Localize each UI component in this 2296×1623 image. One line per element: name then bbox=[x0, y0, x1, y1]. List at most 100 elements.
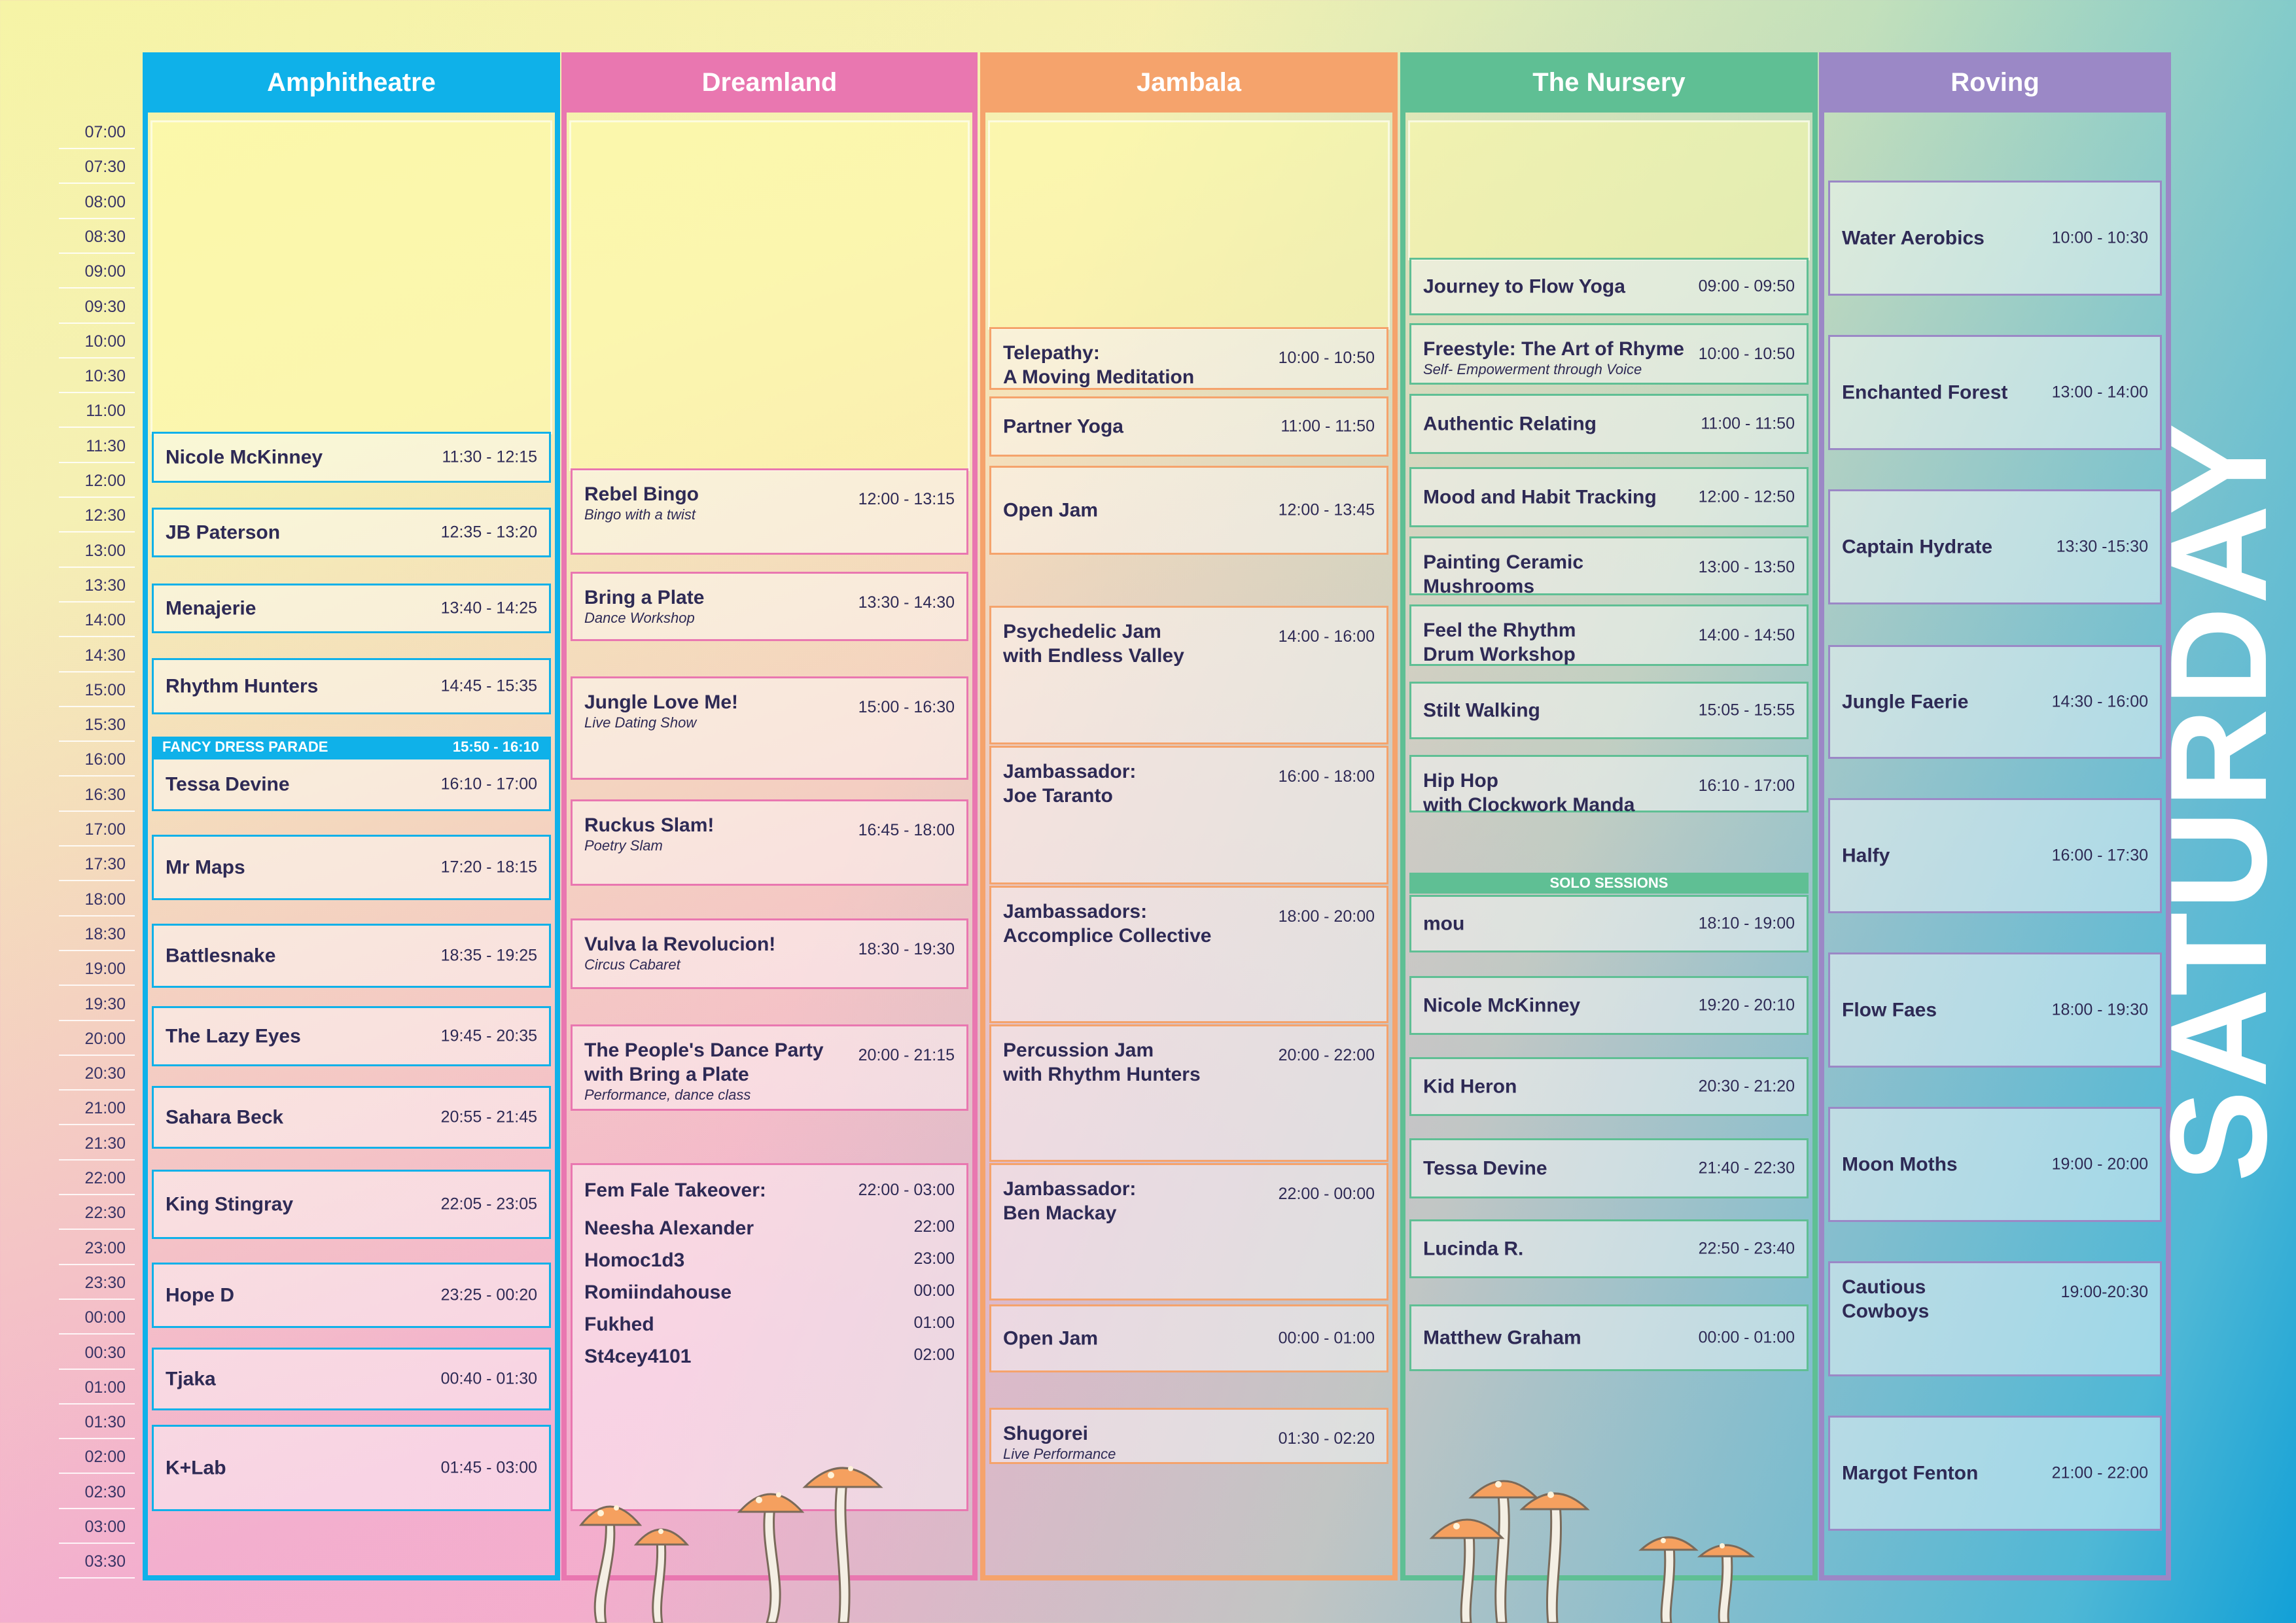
event-slot[interactable]: Mood and Habit Tracking 12:00 - 12:50 bbox=[1409, 467, 1809, 527]
event-slot[interactable]: Jambassador: Ben Mackay 22:00 - 00:00 bbox=[989, 1163, 1388, 1300]
event-title: Tessa Devine bbox=[1423, 1157, 1547, 1181]
event-title-text: Menajerie bbox=[166, 597, 256, 620]
event-time: 16:10 - 17:00 bbox=[1698, 777, 1795, 795]
event-subtitle: Live Performance bbox=[1003, 1446, 1116, 1462]
time-label: 13:00 bbox=[59, 534, 135, 568]
event-slot[interactable]: Telepathy: A Moving Meditation 10:00 - 10:… bbox=[989, 327, 1388, 390]
event-slot[interactable]: Shugorei Live Performance 01:30 - 02:20 bbox=[989, 1408, 1388, 1464]
event-slot[interactable]: Ruckus Slam! Poetry Slam 16:45 - 18:00 bbox=[571, 799, 968, 886]
fem-fale-takeover-block[interactable]: Fem Fale Takeover: 22:00 - 03:00 Neesha Al… bbox=[571, 1163, 968, 1511]
event-time: 22:05 - 23:05 bbox=[440, 1195, 537, 1213]
event-slot[interactable]: King Stingray 22:05 - 23:05 bbox=[152, 1170, 551, 1239]
event-slot[interactable]: Hip Hop with Clockwork Manda 16:10 - 17:00 bbox=[1409, 755, 1809, 816]
venue-header-amphitheatre[interactable]: Amphitheatre bbox=[143, 52, 560, 113]
event-slot[interactable]: Battlesnake 18:35 - 19:25 bbox=[152, 924, 551, 988]
event-slot[interactable]: Jungle Love Me! Live Dating Show 15:00 - 1… bbox=[571, 676, 968, 780]
event-slot[interactable]: Mr Maps 17:20 - 18:15 bbox=[152, 835, 551, 900]
event-title-line2: Drum Workshop bbox=[1423, 644, 1576, 665]
event-slot[interactable]: The Lazy Eyes 19:45 - 20:35 bbox=[152, 1006, 551, 1066]
event-slot[interactable]: Open Jam 12:00 - 13:45 bbox=[989, 466, 1388, 555]
event-slot[interactable]: Feel the Rhythm Drum Workshop 14:00 - 14:5… bbox=[1409, 604, 1809, 666]
takeover-act-row[interactable]: Fukhed 01:00 bbox=[584, 1314, 955, 1346]
event-slot[interactable]: Tessa Devine 16:10 - 17:00 bbox=[152, 758, 551, 811]
venue-header-jambala[interactable]: Jambala bbox=[980, 52, 1398, 113]
event-slot[interactable]: JB Paterson 12:35 - 13:20 bbox=[152, 508, 551, 557]
event-title-text: Freestyle: The Art of Rhyme bbox=[1423, 338, 1684, 360]
event-title-text: Hip Hop bbox=[1423, 770, 1498, 792]
event-slot[interactable]: Percussion Jam with Rhythm Hunters 20:00 -… bbox=[989, 1024, 1388, 1162]
act-name: Neesha Alexander bbox=[584, 1217, 754, 1239]
event-title-text: Tessa Devine bbox=[1423, 1157, 1547, 1179]
event-title: Hip Hop with Clockwork Manda bbox=[1423, 769, 1634, 817]
event-slot[interactable]: Margot Fenton 21:00 - 22:00 bbox=[1828, 1416, 2162, 1531]
event-slot[interactable]: Cautious Cowboys 19:00-20:30 bbox=[1828, 1261, 2162, 1376]
time-label: 03:30 bbox=[59, 1544, 135, 1579]
event-title-text: Hope D bbox=[166, 1284, 234, 1306]
event-slot[interactable]: The People's Dance Party with Bring a Pl… bbox=[571, 1024, 968, 1111]
event-slot[interactable]: Hope D 23:25 - 00:20 bbox=[152, 1263, 551, 1328]
event-slot[interactable]: Nicole McKinney 11:30 - 12:15 bbox=[152, 432, 551, 483]
venue-header-roving[interactable]: Roving bbox=[1819, 52, 2171, 113]
event-slot[interactable]: Freestyle: The Art of Rhyme Self- Empower… bbox=[1409, 323, 1809, 385]
event-time: 09:00 - 09:50 bbox=[1698, 277, 1795, 296]
event-title: Shugorei Live Performance bbox=[1003, 1422, 1116, 1463]
event-slot[interactable]: Tjaka 00:40 - 01:30 bbox=[152, 1348, 551, 1410]
event-title: Journey to Flow Yoga bbox=[1423, 275, 1625, 299]
event-slot[interactable]: Jungle Faerie 14:30 - 16:00 bbox=[1828, 645, 2162, 759]
event-slot[interactable]: Painting Ceramic Mushrooms 13:00 - 13:50 bbox=[1409, 536, 1809, 597]
event-slot[interactable]: Stilt Walking 15:05 - 15:55 bbox=[1409, 682, 1809, 739]
event-time: 18:00 - 19:30 bbox=[2051, 1000, 2148, 1019]
event-slot[interactable]: Open Jam 00:00 - 01:00 bbox=[989, 1304, 1388, 1372]
event-title: Flow Faes bbox=[1842, 998, 1937, 1022]
event-slot[interactable]: Nicole McKinney 19:20 - 20:10 bbox=[1409, 976, 1809, 1035]
takeover-act-row[interactable]: Romiindahouse 00:00 bbox=[584, 1282, 955, 1314]
event-slot[interactable]: Flow Faes 18:00 - 19:30 bbox=[1828, 952, 2162, 1068]
event-slot[interactable]: Matthew Graham 00:00 - 01:00 bbox=[1409, 1304, 1809, 1371]
venue-header-dreamland[interactable]: Dreamland bbox=[561, 52, 978, 113]
event-title-text: Rhythm Hunters bbox=[166, 675, 319, 697]
event-slot[interactable]: Rebel Bingo Bingo with a twist 12:00 - 13:… bbox=[571, 468, 968, 555]
empty-block bbox=[569, 120, 970, 471]
event-slot[interactable]: Captain Hydrate 13:30 -15:30 bbox=[1828, 489, 2162, 604]
venue-header-nursery[interactable]: The Nursery bbox=[1400, 52, 1818, 113]
event-title: King Stingray bbox=[166, 1193, 293, 1217]
event-slot[interactable]: Journey to Flow Yoga 09:00 - 09:50 bbox=[1409, 258, 1809, 315]
takeover-act-row[interactable]: Neesha Alexander 22:00 bbox=[584, 1217, 955, 1249]
time-label: 22:30 bbox=[59, 1196, 135, 1230]
event-slot[interactable]: Menajerie 13:40 - 14:25 bbox=[152, 584, 551, 633]
event-slot[interactable]: Tessa Devine 21:40 - 22:30 bbox=[1409, 1138, 1809, 1198]
event-slot[interactable]: Jambassadors: Accomplice Collective 18:00 … bbox=[989, 886, 1388, 1023]
event-time: 21:00 - 22:00 bbox=[2051, 1463, 2148, 1482]
event-title: Lucinda R. bbox=[1423, 1237, 1523, 1261]
event-slot[interactable]: Enchanted Forest 13:00 - 14:00 bbox=[1828, 335, 2162, 450]
event-title-text: Ruckus Slam! bbox=[584, 814, 715, 836]
event-slot[interactable]: Moon Moths 19:00 - 20:00 bbox=[1828, 1107, 2162, 1222]
event-title-line2: Accomplice Collective bbox=[1003, 925, 1212, 947]
event-slot[interactable]: Sahara Beck 20:55 - 21:45 bbox=[152, 1086, 551, 1149]
event-subtitle: Circus Cabaret bbox=[584, 956, 680, 973]
event-slot[interactable]: Vulva la Revolucion! Circus Cabaret 18:30 … bbox=[571, 918, 968, 989]
event-title: Partner Yoga bbox=[1003, 415, 1123, 439]
event-time: 17:20 - 18:15 bbox=[440, 858, 537, 877]
event-slot[interactable]: Bring a Plate Dance Workshop 13:30 - 14:30 bbox=[571, 572, 968, 641]
takeover-act-row[interactable]: St4cey4101 02:00 bbox=[584, 1346, 955, 1378]
event-title-text: Matthew Graham bbox=[1423, 1327, 1581, 1349]
event-slot[interactable]: K+Lab 01:45 - 03:00 bbox=[152, 1425, 551, 1511]
event-slot[interactable]: Halfy 16:00 - 17:30 bbox=[1828, 798, 2162, 913]
event-title-text: The Lazy Eyes bbox=[166, 1025, 301, 1047]
act-name: Fukhed bbox=[584, 1314, 654, 1335]
event-slot[interactable]: Jambassador: Joe Taranto 16:00 - 18:00 bbox=[989, 746, 1388, 884]
event-slot[interactable]: Partner Yoga 11:00 - 11:50 bbox=[989, 396, 1388, 457]
event-title: Feel the Rhythm Drum Workshop bbox=[1423, 618, 1576, 667]
event-slot[interactable]: Authentic Relating 11:00 - 11:50 bbox=[1409, 394, 1809, 454]
time-label: 14:00 bbox=[59, 603, 135, 638]
event-slot[interactable]: mou 18:10 - 19:00 bbox=[1409, 895, 1809, 952]
event-slot[interactable]: Water Aerobics 10:00 - 10:30 bbox=[1828, 181, 2162, 296]
time-label: 17:00 bbox=[59, 812, 135, 846]
takeover-act-row[interactable]: Homoc1d3 23:00 bbox=[584, 1249, 955, 1282]
fancy-dress-parade-banner[interactable]: FANCY DRESS PARADE 15:50 - 16:10 bbox=[152, 737, 551, 758]
event-slot[interactable]: Rhythm Hunters 14:45 - 15:35 bbox=[152, 658, 551, 714]
event-slot[interactable]: Psychedelic Jam with Endless Valley 14:00 … bbox=[989, 606, 1388, 744]
event-slot[interactable]: Kid Heron 20:30 - 21:20 bbox=[1409, 1057, 1809, 1116]
event-slot[interactable]: Lucinda R. 22:50 - 23:40 bbox=[1409, 1219, 1809, 1278]
